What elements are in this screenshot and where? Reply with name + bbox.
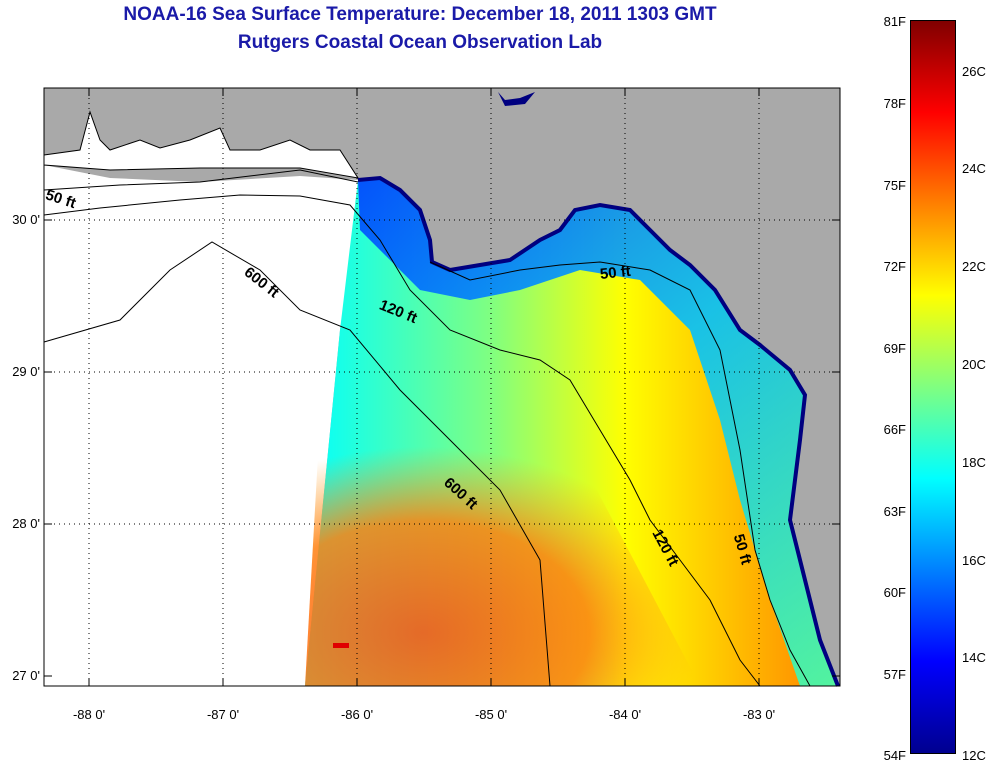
contour-label-50ft-north: 50 ft xyxy=(599,262,632,283)
colorbar-f-63: 63F xyxy=(883,504,906,519)
colorbar-f-57: 57F xyxy=(883,667,906,682)
colorbar-c-26: 26C xyxy=(962,64,986,79)
colorbar-c-16: 16C xyxy=(962,553,986,568)
map-title: NOAA-16 Sea Surface Temperature: Decembe… xyxy=(123,4,717,25)
map-frame xyxy=(43,87,841,687)
inland-lake xyxy=(498,92,535,106)
colorbar-f-78: 78F xyxy=(883,96,906,111)
lon-label-83: -83 0' xyxy=(742,707,776,722)
colorbar-c-14: 14C xyxy=(962,650,986,665)
colorbar-c-12: 12C xyxy=(962,748,986,763)
no-data-region xyxy=(44,165,358,686)
contour-50ft-east xyxy=(429,261,811,687)
lon-label-87: -87 0' xyxy=(206,707,240,722)
panhandle-coastline xyxy=(43,110,360,179)
colorbar-f-69: 69F xyxy=(883,341,906,356)
lon-label-84: -84 0' xyxy=(608,707,642,722)
colorbar-f-60: 60F xyxy=(883,585,906,600)
temperature-colorbar xyxy=(910,20,956,754)
contour-120ft xyxy=(43,194,761,687)
colorbar-c-22: 22C xyxy=(962,259,986,274)
colorbar-c-20: 20C xyxy=(962,357,986,372)
contour-50ft-west xyxy=(43,169,359,191)
colorbar-c-24: 24C xyxy=(962,161,986,176)
colorbar-f-54: 54F xyxy=(883,748,906,763)
colorbar-f-75: 75F xyxy=(883,178,906,193)
colorbar-f-72: 72F xyxy=(883,259,906,274)
florida-coastline xyxy=(357,175,840,687)
map-subtitle: Rutgers Coastal Ocean Observation Lab xyxy=(237,32,603,53)
lat-label-29: 29 0' xyxy=(12,364,40,379)
colorbar-c-18: 18C xyxy=(962,455,986,470)
lon-label-88: -88 0' xyxy=(72,707,106,722)
warm-water-region xyxy=(305,420,700,686)
lat-label-28: 28 0' xyxy=(12,516,40,531)
axis-ticks xyxy=(44,88,840,686)
contour-600ft xyxy=(43,241,551,687)
lat-label-30: 30 0' xyxy=(12,212,40,227)
lat-label-27: 27 0' xyxy=(12,668,40,683)
colorbar-f-66: 66F xyxy=(883,422,906,437)
colorbar-f-81: 81F xyxy=(883,14,906,29)
lon-label-85: -85 0' xyxy=(474,707,508,722)
cool-coastal-water xyxy=(358,178,838,686)
lon-label-86: -86 0' xyxy=(340,707,374,722)
warm-patch xyxy=(333,643,349,648)
